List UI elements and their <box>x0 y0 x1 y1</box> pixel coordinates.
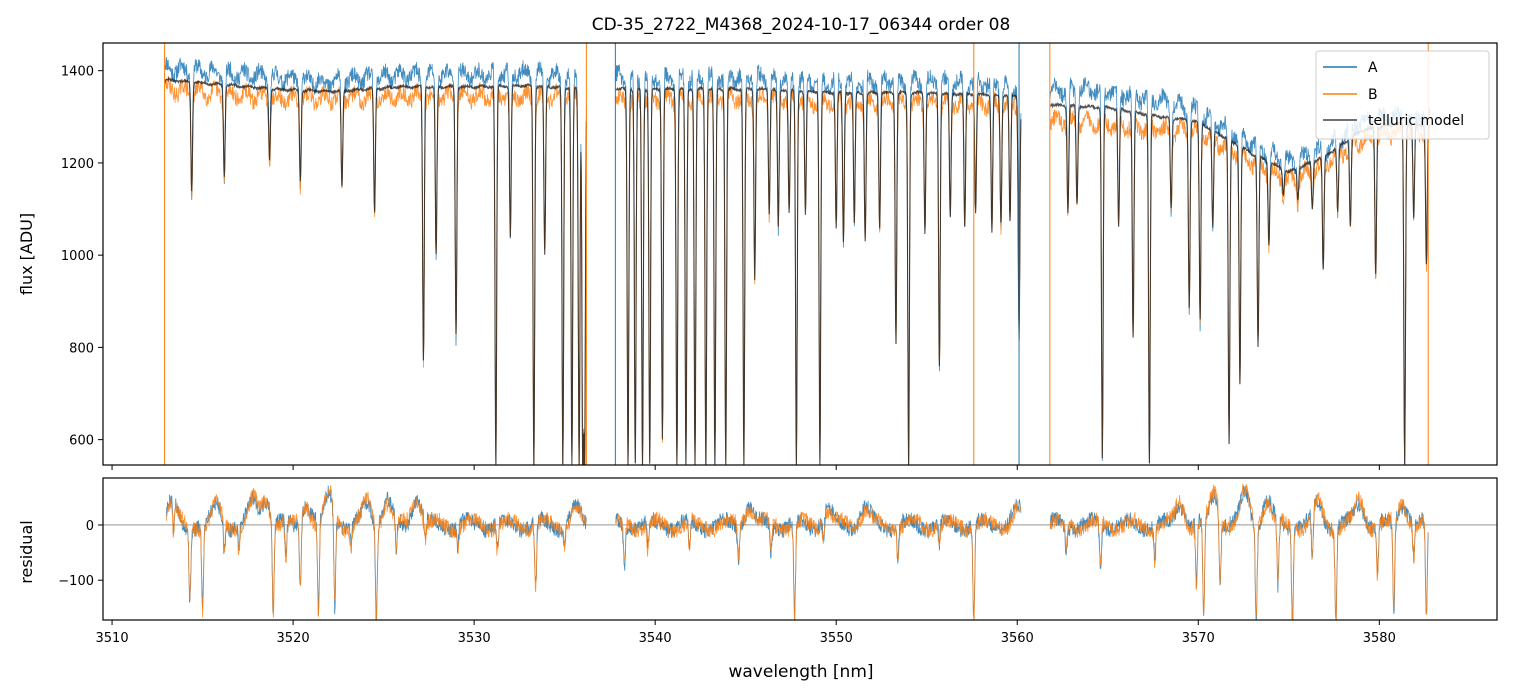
y-tick-label: −100 <box>58 574 94 589</box>
top-y-axis-label: flux [ADU] <box>17 213 36 295</box>
bottom-panel: −100 0 3510 3520 3530 3540 3550 3560 3570 3580 r… <box>17 477 1498 682</box>
y-tick-label: 600 <box>69 434 94 449</box>
bottom-x-axis: 3510 3520 3530 3540 3550 3560 3570 3580 <box>96 620 1396 646</box>
x-axis-label: wavelength [nm] <box>728 662 873 682</box>
chart-title: CD-35_2722_M4368_2024-10-17_06344 order … <box>592 15 1011 35</box>
bottom-y-axis-label: residual <box>17 520 36 583</box>
legend-label-telluric: telluric model <box>1368 113 1464 129</box>
y-tick-label: 800 <box>69 341 94 356</box>
top-panel: 600 800 1000 1200 1400 flux [ADU] A B tellur… <box>17 42 1498 470</box>
top-plot-frame <box>102 42 1498 466</box>
x-tick-label: 3580 <box>1363 631 1396 646</box>
y-tick-label: 1000 <box>61 249 94 264</box>
x-tick-label: 3530 <box>458 631 491 646</box>
top-y-axis: 600 800 1000 1200 1400 <box>61 65 103 449</box>
x-tick-label: 3510 <box>96 631 129 646</box>
bottom-plot-frame <box>102 477 1498 621</box>
y-tick-label: 0 <box>86 519 94 534</box>
legend-label-b: B <box>1368 87 1378 103</box>
y-tick-label: 1200 <box>61 157 94 172</box>
x-tick-label: 3520 <box>277 631 310 646</box>
bottom-y-axis: −100 0 <box>58 519 103 589</box>
top-plot-area <box>164 43 1431 465</box>
x-tick-label: 3540 <box>639 631 672 646</box>
legend-label-a: A <box>1368 60 1378 76</box>
legend: A B telluric model <box>1315 50 1490 140</box>
legend-box <box>1315 50 1490 140</box>
x-tick-label: 3570 <box>1182 631 1215 646</box>
top-x-axis <box>111 465 1380 470</box>
bottom-plot-area <box>103 483 1497 620</box>
y-tick-label: 1400 <box>61 65 94 80</box>
x-tick-label: 3560 <box>1001 631 1034 646</box>
x-tick-label: 3550 <box>820 631 853 646</box>
